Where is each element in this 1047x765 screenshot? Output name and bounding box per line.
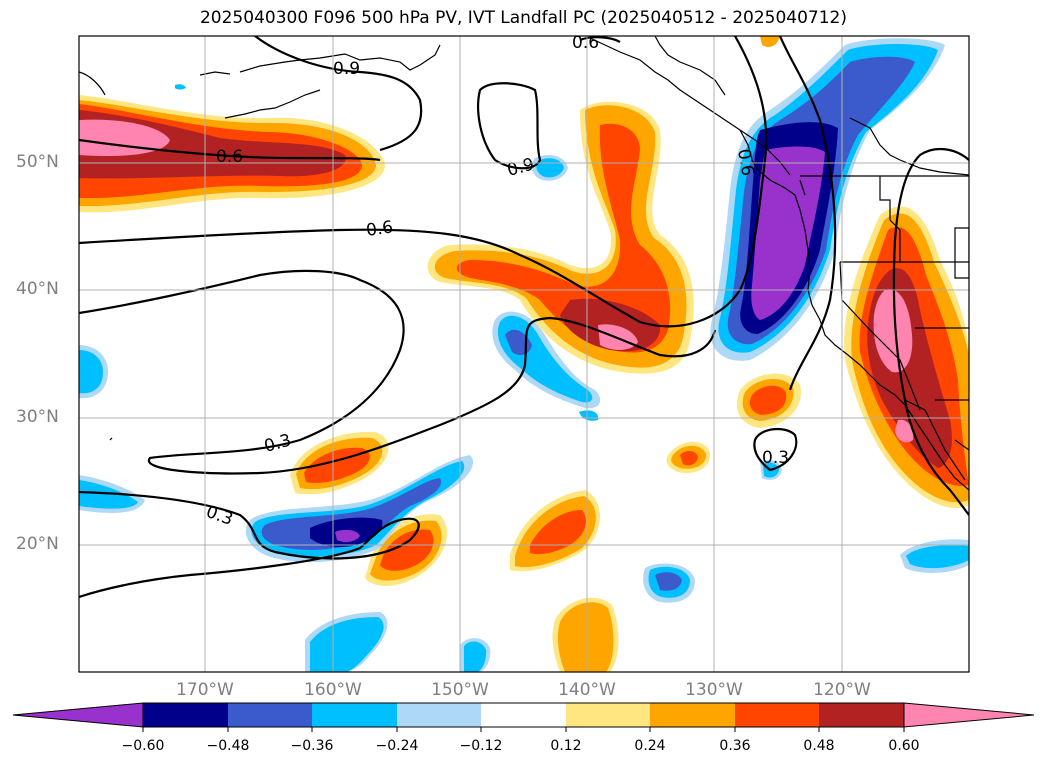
colorbar-tick-label: 0.12 [550, 738, 582, 754]
positive-anomaly-east [736, 373, 801, 428]
positive-anomaly-subtropical [290, 431, 389, 495]
colorbar-tick-label: −0.48 [206, 738, 250, 754]
contour-label: 0.6 [365, 217, 395, 241]
lon-label: 130°W [685, 680, 743, 700]
coastlines [79, 36, 969, 491]
contour-label: 0.9 [505, 155, 536, 181]
positive-anomaly-california [844, 206, 969, 509]
lon-label: 140°W [558, 680, 616, 700]
lon-label: 160°W [304, 680, 362, 700]
contour-label: 0.3 [762, 448, 789, 468]
contour-label: 0.3 [262, 431, 293, 457]
colorbar-tick-label: −0.12 [459, 738, 503, 754]
lat-label: 40°N [16, 279, 59, 299]
colorbar-tick-label: 0.24 [634, 738, 666, 754]
contour-label: 0.9 [333, 59, 360, 79]
colorbar-tick-label: −0.36 [290, 738, 334, 754]
graticule [79, 36, 969, 672]
pv-contours [79, 36, 969, 599]
lat-label: 30°N [16, 407, 59, 427]
contour-label: 0.6 [572, 33, 599, 53]
colorbar-tick-label: −0.60 [121, 738, 165, 754]
colorbar-tick-label: 0.48 [803, 738, 835, 754]
lat-label: 20°N [16, 534, 59, 554]
lat-label: 50°N [16, 152, 59, 172]
lon-label: 170°W [176, 680, 234, 700]
lon-label: 120°W [813, 680, 871, 700]
lon-label: 150°W [431, 680, 489, 700]
negative-anomaly-subtropical [245, 455, 474, 563]
contour-label: 0.6 [216, 147, 243, 167]
colorbar-tick-label: 0.60 [888, 738, 920, 754]
positive-anomaly-central [427, 101, 694, 374]
colorbar [12, 702, 1035, 732]
colorbar-tick-label: 0.36 [719, 738, 751, 754]
positive-anomaly-northwest [79, 95, 385, 213]
contour-label: 0.3 [203, 502, 235, 530]
colorbar-tick-label: −0.24 [375, 738, 419, 754]
map-title: 2025040300 F096 500 hPa PV, IVT Landfall… [199, 8, 847, 28]
